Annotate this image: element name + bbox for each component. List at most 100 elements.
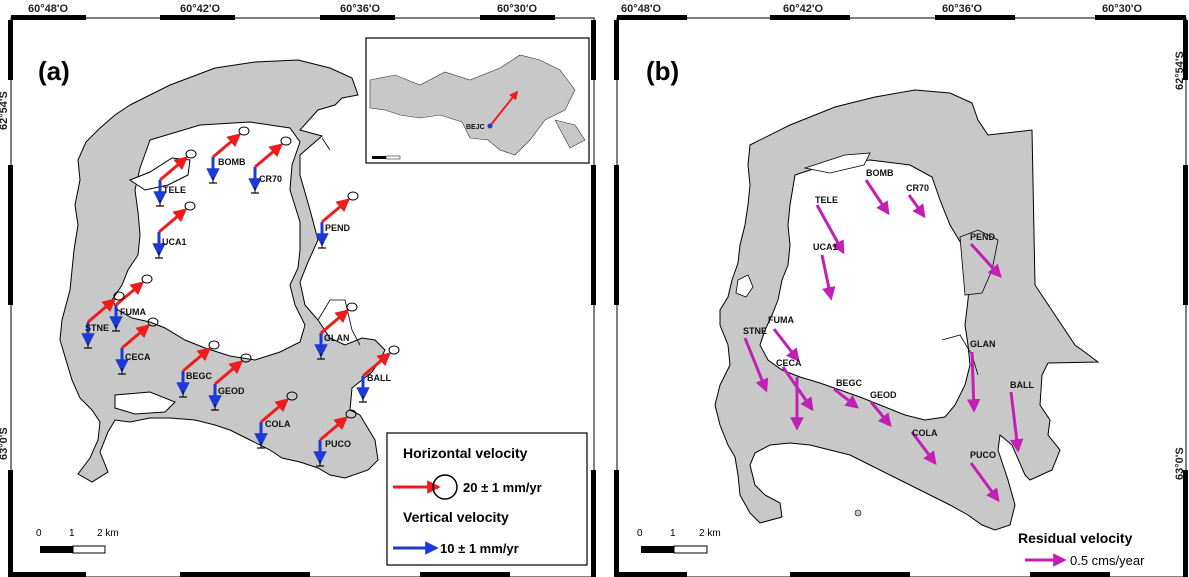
station-label: GEOD xyxy=(218,386,245,396)
horizontal-arrow xyxy=(87,298,117,324)
station-tele-a: TELE xyxy=(153,149,197,207)
station-label: PEND xyxy=(325,223,351,233)
island-b xyxy=(714,89,1100,531)
station-label: CECA xyxy=(125,352,151,362)
scale-bar-a: 0 1 2 km xyxy=(36,528,119,554)
station-label: BALL xyxy=(367,373,391,383)
station-label: CECA xyxy=(776,358,802,368)
error-ellipse xyxy=(280,136,292,146)
station-label: CR70 xyxy=(259,174,282,184)
residual-arrow xyxy=(1009,391,1024,453)
error-ellipse xyxy=(147,317,159,327)
station-cr70-a: CR70 xyxy=(248,136,292,194)
station-label: UCA1 xyxy=(813,242,838,252)
error-ellipse xyxy=(113,291,125,301)
station-label: PUCO xyxy=(325,439,351,449)
scale-a-zero: 0 xyxy=(36,528,42,539)
legend-vertical-title: Vertical velocity xyxy=(403,509,509,525)
station-label: UCA1 xyxy=(162,237,187,247)
station-label: BALL xyxy=(1010,380,1034,390)
residual-arrow xyxy=(907,194,926,219)
lat-bottom-b: 63°0'S xyxy=(1174,447,1186,480)
horizontal-arrow xyxy=(158,208,188,234)
panel-a: 60°48'O 60°42'O 60°36'O 60°30'O 62°54'S … xyxy=(0,3,596,577)
lon-tick-b-3: 60°36'O xyxy=(942,3,982,15)
station-geod-a: GEOD xyxy=(208,353,252,411)
station-cr70-b: CR70 xyxy=(906,183,929,219)
inset-station-label: BEJC xyxy=(466,124,485,131)
scale-b-one: 1 xyxy=(670,528,676,539)
lon-tick-b-4: 60°30'O xyxy=(1102,3,1142,15)
station-ball-a: BALL xyxy=(356,345,400,403)
scale-bar-b: 0 1 2 km xyxy=(637,528,721,554)
horizontal-arrow xyxy=(214,360,244,386)
station-stne-a: STNE xyxy=(81,291,125,349)
station-label: GEOD xyxy=(870,390,897,400)
station-puco-a: PUCO xyxy=(313,409,357,467)
station-tele-b: TELE xyxy=(815,195,845,255)
station-label: GLAN xyxy=(324,333,350,343)
island-a xyxy=(59,59,386,483)
horizontal-arrow xyxy=(121,324,151,350)
horizontal-arrow xyxy=(260,398,290,424)
residual-arrow xyxy=(815,204,845,255)
residual-arrow xyxy=(969,242,1002,279)
station-label: COLA xyxy=(265,419,291,429)
scale-a-one: 1 xyxy=(69,528,75,539)
station-uca1-a: UCA1 xyxy=(152,201,196,259)
error-ellipse xyxy=(240,353,252,363)
error-ellipse xyxy=(184,201,196,211)
error-ellipse xyxy=(388,345,400,355)
horizontal-arrow xyxy=(321,198,351,224)
station-cola-b: COLA xyxy=(910,428,938,466)
lon-tick-b-2: 60°42'O xyxy=(783,3,823,15)
station-begc-a: BEGC xyxy=(176,340,220,398)
station-label: COLA xyxy=(912,428,938,438)
lat-bottom-a: 63°0'S xyxy=(0,427,10,460)
station-label: BEGC xyxy=(836,378,863,388)
station-ball-b: BALL xyxy=(1009,380,1034,453)
residual-arrow xyxy=(833,387,860,409)
station-label: STNE xyxy=(85,323,109,333)
scale-b-two: 2 km xyxy=(699,528,721,539)
residual-arrow xyxy=(969,462,1000,503)
lat-top-a: 62°54'S xyxy=(0,91,10,130)
scale-a-two: 2 km xyxy=(97,528,119,539)
station-bomb-b: BOMB xyxy=(864,168,894,216)
residual-arrow xyxy=(864,179,890,216)
station-label: GLAN xyxy=(970,339,996,349)
station-begc-b: BEGC xyxy=(833,378,863,409)
inset-map: BEJC xyxy=(365,37,590,164)
residual-arrow xyxy=(772,328,800,363)
legend-b: Residual velocity 0.5 cms/year xyxy=(1018,530,1145,568)
residual-arrow xyxy=(869,401,892,428)
residual-arrow xyxy=(743,337,769,393)
station-label: BOMB xyxy=(866,168,894,178)
lon-tick-a-2: 60°42'O xyxy=(180,3,220,15)
station-glan-a: GLAN xyxy=(314,302,358,360)
error-ellipse xyxy=(185,149,197,159)
station-glan-b: GLAN xyxy=(966,339,996,413)
station-stne-b: STNE xyxy=(743,326,769,393)
error-ellipse xyxy=(346,302,358,312)
legend-residual-value: 0.5 cms/year xyxy=(1070,553,1145,568)
residual-arrow xyxy=(820,254,836,301)
station-uca1-b: UCA1 xyxy=(813,242,838,301)
lat-top-b: 62°54'S xyxy=(1174,51,1186,90)
error-ellipse xyxy=(141,274,153,284)
legend-vertical-value: 10 ± 1 mm/yr xyxy=(440,541,519,556)
residual-arrow xyxy=(966,351,981,413)
horizontal-arrow xyxy=(254,143,284,169)
station-fuma-b: FUMA xyxy=(768,315,800,363)
station-bomb-a: BOMB xyxy=(206,126,250,184)
error-ellipse xyxy=(347,191,359,201)
horizontal-arrow xyxy=(212,133,242,159)
lon-tick-b-1: 60°48'O xyxy=(621,3,661,15)
horizontal-arrow xyxy=(319,416,349,442)
panel-b-label: (b) xyxy=(646,56,679,86)
station-label: TELE xyxy=(815,195,838,205)
station-label: TELE xyxy=(163,185,186,195)
station-label: FUMA xyxy=(768,315,794,325)
station-pend-b: PEND xyxy=(969,232,1002,279)
